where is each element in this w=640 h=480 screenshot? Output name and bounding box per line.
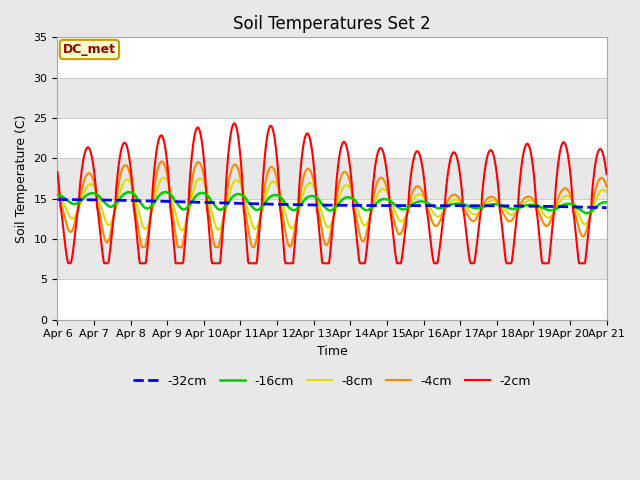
Bar — [58, 78, 607, 118]
Y-axis label: Soil Temperature (C): Soil Temperature (C) — [15, 114, 28, 243]
Bar — [58, 239, 607, 279]
Legend: -32cm, -16cm, -8cm, -4cm, -2cm: -32cm, -16cm, -8cm, -4cm, -2cm — [128, 370, 536, 393]
Bar — [58, 279, 607, 320]
Bar — [58, 199, 607, 239]
Title: Soil Temperatures Set 2: Soil Temperatures Set 2 — [233, 15, 431, 33]
Bar — [58, 118, 607, 158]
Bar — [58, 37, 607, 78]
Text: DC_met: DC_met — [63, 43, 116, 56]
X-axis label: Time: Time — [317, 345, 348, 358]
Bar — [58, 158, 607, 199]
